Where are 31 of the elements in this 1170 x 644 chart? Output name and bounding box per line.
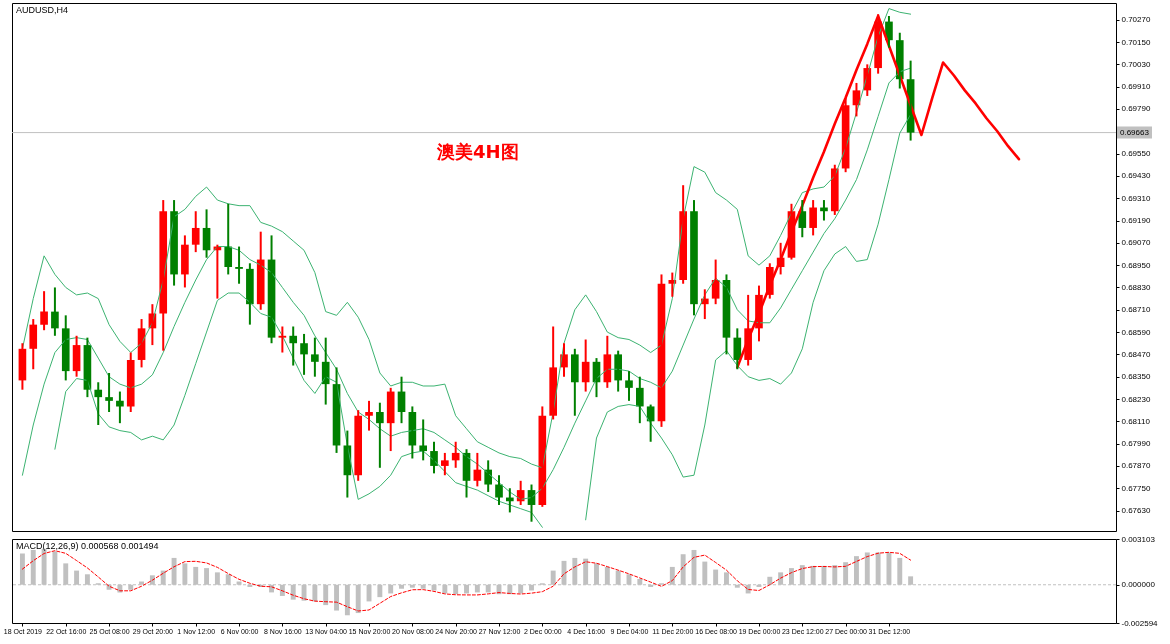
y-tick-label: 0.68470 [1121, 349, 1151, 359]
y-tick-label: 0.70150 [1121, 37, 1151, 47]
line-series [21, 550, 912, 612]
y-tick-label: 0.68710 [1121, 305, 1151, 315]
y-tick-label: 0.67750 [1121, 483, 1151, 493]
y-tick-label: 0.69070 [1121, 238, 1151, 248]
y-tick-label: 0.69310 [1121, 193, 1151, 203]
y-tick-label: 0.68350 [1121, 372, 1151, 382]
y-tick-label: 0.69910 [1121, 82, 1151, 92]
line-series [736, 14, 1021, 369]
y-tick-label: 0.68590 [1121, 327, 1151, 337]
y-tick-label: 0.000000 [1121, 580, 1156, 590]
chart-title: AUDUSD,H4 [16, 5, 69, 15]
chart-title: MACD(12,26,9) 0.000568 0.001494 [16, 541, 159, 551]
y-tick-label: 0.69190 [1121, 216, 1151, 226]
y-tick-label: 0.69430 [1121, 171, 1151, 181]
y-tick-label: 0.70030 [1121, 59, 1151, 69]
ref-line-label: 0.69663 [1120, 127, 1150, 137]
y-tick-label: 0.70270 [1121, 15, 1151, 25]
y-tick-label: 0.69790 [1121, 104, 1151, 114]
y-tick-label: 0.67630 [1121, 506, 1151, 516]
y-tick-label: 0.68110 [1121, 416, 1151, 426]
y-tick-label: 0.67870 [1121, 461, 1151, 471]
annotation: 澳美4H图 [436, 141, 519, 163]
y-tick-label: 0.69550 [1121, 149, 1151, 159]
y-tick-label: -0.002594 [1121, 618, 1159, 628]
y-tick-label: 0.68230 [1121, 394, 1151, 404]
y-tick-label: 0.003103 [1121, 534, 1156, 544]
y-tick-label: 0.67990 [1121, 439, 1151, 449]
y-tick-label: 0.68950 [1121, 260, 1151, 270]
y-tick-label: 0.68830 [1121, 282, 1151, 292]
